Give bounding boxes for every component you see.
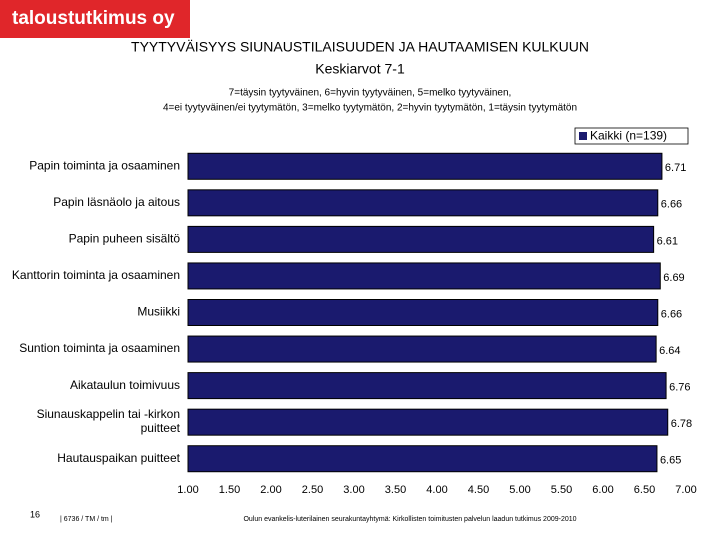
value-label: 6.61 — [657, 235, 678, 247]
value-label: 6.71 — [665, 162, 686, 174]
bar — [187, 408, 669, 436]
x-tick-label: 5.50 — [551, 484, 572, 496]
logo-box — [0, 0, 190, 38]
x-tick-label: 7.00 — [675, 484, 696, 496]
x-tick-label: 1.00 — [177, 484, 198, 496]
note: 7=täysin tyytyväinen, 6=hyvin tyytyväine… — [229, 88, 512, 99]
bar — [187, 445, 658, 473]
x-tick-label: 4.50 — [468, 484, 489, 496]
value-label: 6.76 — [669, 382, 690, 394]
bar — [187, 372, 667, 400]
value-label: 6.66 — [661, 199, 682, 211]
bar — [187, 189, 659, 217]
value-label: 6.78 — [671, 418, 692, 430]
x-tick-label: 2.50 — [302, 484, 323, 496]
chart-title: TYYTYVÄISYYS SIUNAUSTILAISUUDEN JA HAUTA… — [131, 39, 589, 55]
bar — [187, 262, 661, 290]
x-tick-label: 2.00 — [260, 484, 281, 496]
page-number: 16 — [30, 509, 40, 519]
footer-source: Oulun evankelis-luterilainen seurakuntay… — [243, 516, 576, 523]
bar — [187, 152, 663, 180]
bar — [187, 299, 659, 326]
value-label: 6.69 — [663, 272, 684, 284]
legend-frame — [574, 127, 689, 145]
category-label: Papin läsnäolo ja aitous — [53, 195, 180, 209]
category-label: Kanttorin toiminta ja osaaminen — [12, 268, 180, 282]
value-label: 6.65 — [660, 455, 681, 467]
x-tick-label: 6.00 — [592, 484, 613, 496]
value-label: 6.64 — [659, 345, 680, 357]
x-tick-label: 3.00 — [343, 484, 364, 496]
bar — [187, 225, 655, 253]
note: 4=ei tyytyväinen/ei tyytymätön, 3=melko … — [163, 103, 577, 114]
x-tick-label: 3.50 — [385, 484, 406, 496]
x-tick-label: 5.00 — [509, 484, 530, 496]
category-label: Siunauskappelin tai -kirkon puitteet — [37, 407, 181, 435]
bar — [187, 335, 657, 363]
chart-subtitle: Keskiarvot 7-1 — [315, 61, 405, 77]
category-label: Musiikki — [137, 305, 180, 319]
x-tick-label: 6.50 — [634, 484, 655, 496]
category-label: Papin toiminta ja osaaminen — [29, 158, 180, 172]
footer-code: | 6736 / TM / tm | — [60, 516, 113, 523]
x-tick-label: 4.00 — [426, 484, 447, 496]
value-label: 6.66 — [661, 308, 682, 320]
logo: taloustutkimus oy — [12, 8, 175, 29]
category-label: Aikataulun toimivuus — [70, 378, 180, 392]
legend-swatch — [579, 132, 587, 140]
category-label: Suntion toiminta ja osaaminen — [19, 341, 180, 355]
x-tick-label: 1.50 — [219, 484, 240, 496]
category-label: Papin puheen sisältö — [69, 232, 181, 246]
legend-label: Kaikki (n=139) — [590, 129, 667, 143]
category-label: Hautauspaikan puitteet — [57, 451, 180, 465]
